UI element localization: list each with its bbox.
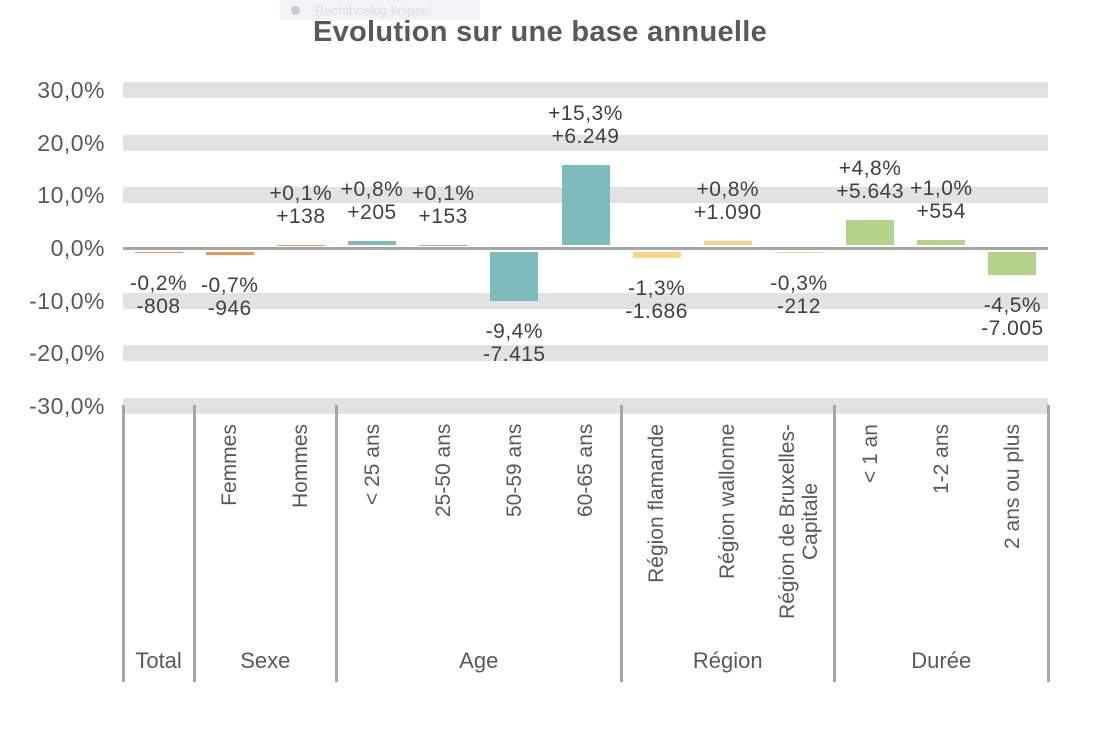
snip-menu-item[interactable]: Rechthoekig knipsel [280,0,480,20]
bar-abs-label: +153 [418,204,468,228]
y-axis-tick-label: 0,0% [50,235,105,261]
bullet-icon [291,5,300,15]
x-axis-category-label-region-flamande: Région flamande [645,424,669,583]
group-divider-line [1046,405,1050,682]
bar-pct-label: -0,3% [770,272,828,296]
y-axis-tick-label: 20,0% [37,129,105,156]
x-axis-category-label-hommes: Hommes [289,423,313,508]
x-axis-group-label-duree: Durée [911,648,972,673]
bar-60-65-ans [561,164,610,246]
x-axis-category-label-region-de-bruxelles-capitale: Région de Bruxelles- Capitale [775,424,822,619]
gridline-band [123,81,1048,98]
bar-pct-label: -0,2% [129,271,188,295]
group-divider-line [334,405,338,682]
bar-region-flamande [632,251,681,259]
x-axis-category-label-region-wallonne: Région wallonne [716,423,740,579]
bar-abs-label: +138 [276,204,326,228]
bar-region-wallonne [703,241,752,246]
x-axis-category-label-60-65-ans: 60-65 ans [574,423,597,517]
group-divider-line [192,405,196,682]
bar-total [134,251,183,253]
bar-femmes [205,251,254,256]
x-axis-group-label-sexe: Sexe [240,648,291,673]
group-divider-line [833,405,837,682]
x-axis-category-label-25-50-ans: 25-50 ans [431,423,455,517]
bar-50-59-ans [490,251,539,302]
x-axis-category-label-1-2-ans: 1-2 ans [929,423,953,494]
y-axis-tick-label: -10,0% [29,287,105,314]
x-axis-category-label-1-an: < 1 an [858,424,882,483]
gridline-band [123,134,1048,151]
bar-abs-label: +205 [347,201,397,225]
x-axis-category-label-25-ans: < 25 ans [360,423,384,505]
gridline-band [123,345,1048,362]
x-axis-category-label-femmes: Femmes [218,424,242,506]
group-divider-line [619,405,623,682]
bar-1-an [846,220,895,246]
bar-pct-label: -9,4% [485,320,544,344]
bar-1-2-ans [917,240,966,246]
y-axis-tick-label: 30,0% [37,76,105,103]
bar-2-ans-ou-plus [988,251,1037,276]
group-divider-line [121,405,125,682]
bar-hommes [276,244,325,246]
gridline-band [123,398,1048,415]
chart-title: Evolution sur une base annuelle [312,16,768,48]
bar-25-50-ans [419,244,468,246]
bar-region-de-bruxelles-capitale [774,251,823,254]
x-axis-group-label-age: Age [459,648,499,673]
bar-pct-label: +4,8% [838,157,902,181]
y-axis-tick-label: -20,0% [29,340,105,367]
x-axis-category-label-50-59-ans: 50-59 ans [502,423,526,517]
bar-abs-label: -7.005 [981,317,1044,341]
bar-abs-label: +1.090 [693,201,762,225]
x-axis-group-label-total: Total [135,648,182,673]
gridline-band [123,292,1048,309]
x-axis-group-label-region: Région [692,648,763,673]
x-axis-category-label-2-ans-ou-plus: 2 ans ou plus [1000,424,1024,549]
y-axis-tick-label: -30,0% [29,393,105,420]
snip-menu-label: Rechthoekig knipsel [315,2,432,18]
bar-25-ans [348,241,397,246]
bar-pct-label: +15,3% [548,101,623,125]
axis-zero-line [123,246,1048,250]
y-axis-tick-label: 10,0% [37,182,105,209]
